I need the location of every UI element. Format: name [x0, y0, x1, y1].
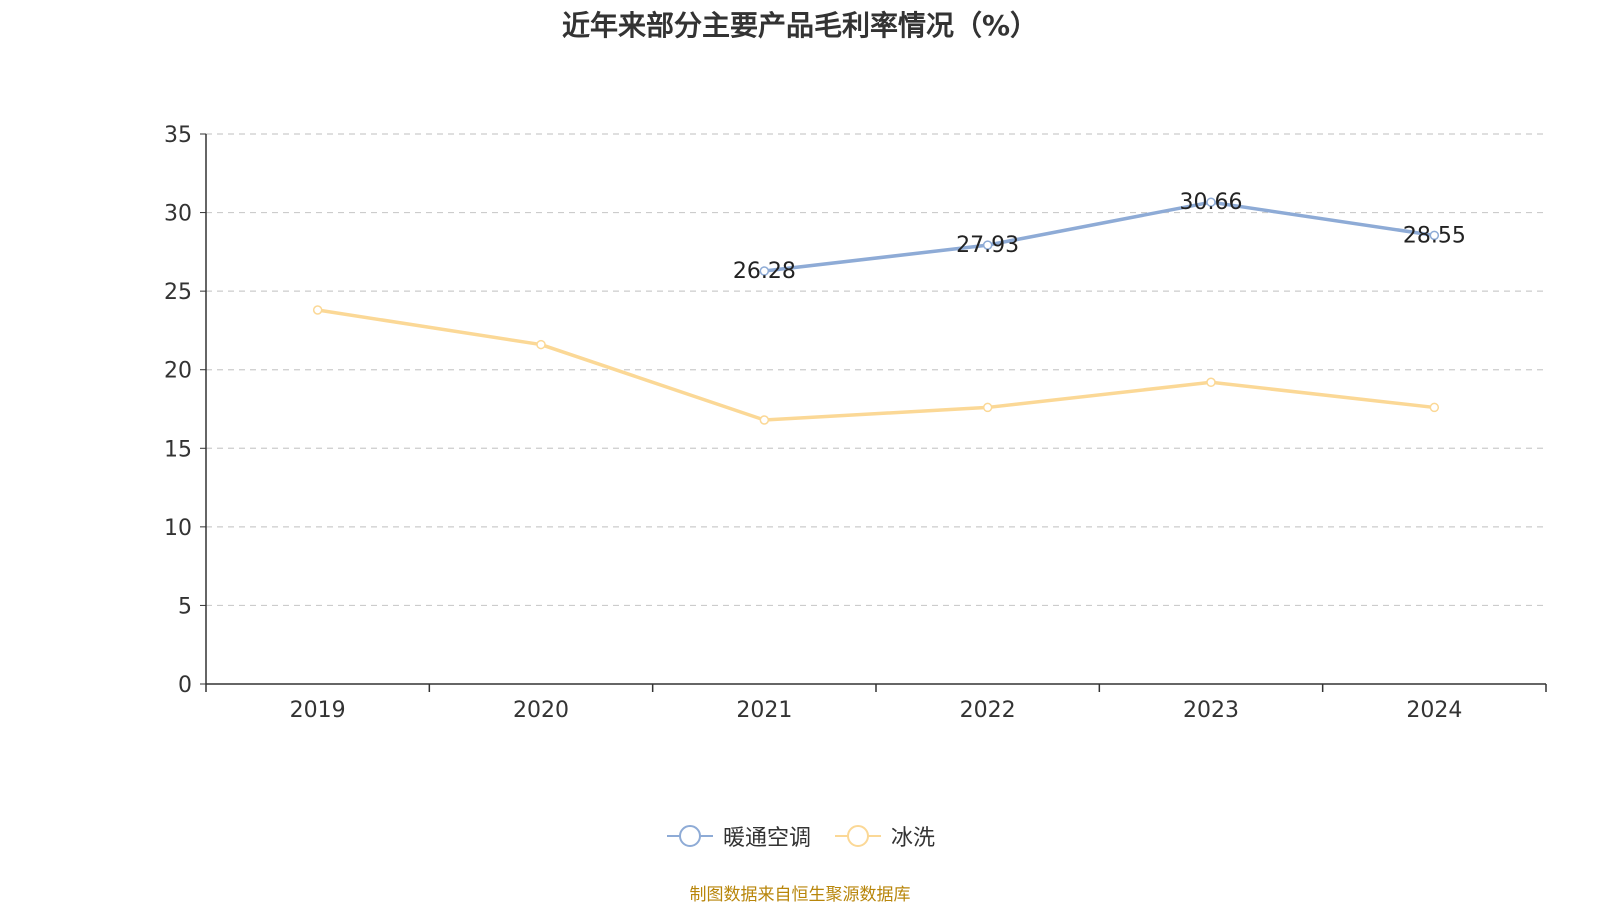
x-tick-label: 2023 [1183, 698, 1239, 723]
y-tick-label: 25 [164, 280, 192, 305]
line-chart: 0 5 10 15 20 25 30 35 2019 2020 2021 2022 2023 2024 26… [164, 123, 1547, 723]
x-tick-label: 2020 [513, 698, 569, 723]
chart-title: 近年来部分主要产品毛利率情况（%） [561, 9, 1039, 42]
legend-label-washer: 冰洗 [891, 826, 936, 851]
data-point [1206, 197, 1216, 207]
data-point [759, 415, 770, 425]
y-tick-label: 20 [164, 359, 192, 384]
data-label: 28.55 [1403, 223, 1466, 248]
data-point [982, 402, 993, 413]
legend-line-marker-icon [666, 825, 713, 847]
series-line [764, 200, 1435, 273]
data-label: 26.28 [733, 259, 796, 284]
x-tick-label: 2019 [290, 698, 346, 723]
y-tick-label: 5 [178, 594, 192, 619]
series-line [317, 308, 1435, 422]
legend: 暖通空调 冰洗 [0, 820, 1600, 852]
data-label: 27.93 [956, 233, 1019, 258]
y-tick-label: 35 [164, 123, 192, 148]
data-point [759, 266, 770, 276]
data-point [1429, 230, 1440, 241]
data-point [1206, 377, 1216, 388]
y-tick-label: 0 [178, 673, 192, 698]
data-label: 30.66 [1180, 190, 1243, 215]
data-point [536, 339, 546, 350]
y-tick-label: 30 [164, 202, 192, 227]
source-note: 制图数据来自恒生聚源数据库 [689, 885, 911, 905]
legend-item-washer[interactable]: 冰洗 [833, 820, 935, 852]
legend-label-hvac: 暖通空调 [722, 826, 811, 851]
y-tick-label: 10 [164, 516, 192, 541]
x-tick-label: 2022 [960, 698, 1016, 723]
legend-line-marker-icon [835, 825, 881, 847]
data-point [982, 240, 993, 250]
x-tick-label: 2024 [1406, 698, 1462, 723]
x-tick-label: 2021 [736, 698, 792, 723]
data-point [312, 305, 323, 315]
y-tick-label: 15 [164, 437, 192, 462]
data-point [1429, 402, 1440, 413]
legend-item-hvac[interactable]: 暖通空调 [665, 820, 811, 852]
